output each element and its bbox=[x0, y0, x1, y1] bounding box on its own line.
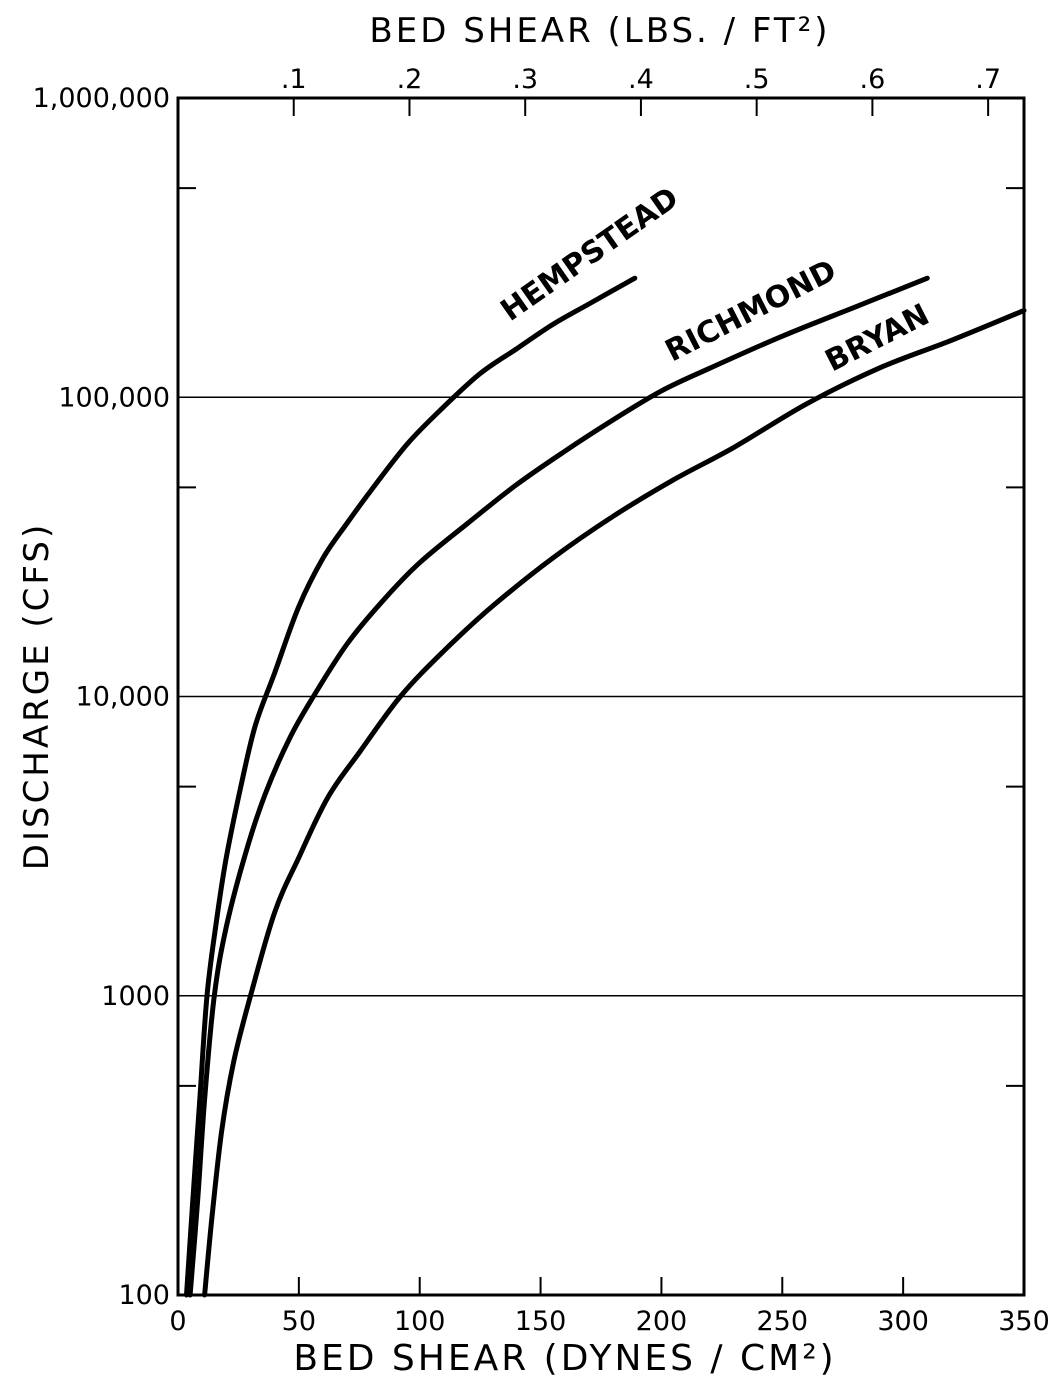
x-tick-label: 0 bbox=[169, 1306, 186, 1337]
x-tick-label: 250 bbox=[757, 1306, 809, 1337]
x-tick-label: 350 bbox=[998, 1306, 1050, 1337]
curve-bryan bbox=[202, 308, 1027, 1298]
y-tick-label: 10,000 bbox=[76, 682, 170, 713]
x-tick-label: 150 bbox=[515, 1306, 567, 1337]
x-tick-label: 50 bbox=[282, 1306, 316, 1337]
gridlines bbox=[178, 396, 1024, 997]
axis-ticks: 100 1000 10,000 100,000 1,000,000 0 50 100 150 20… bbox=[33, 64, 1050, 1337]
x-top-tick-label: .4 bbox=[628, 64, 654, 95]
x-top-tick-label: .2 bbox=[397, 64, 423, 95]
y-tick-label: 100 bbox=[118, 1280, 170, 1311]
x-top-tick-label: .5 bbox=[744, 64, 770, 95]
y-tick-label: 1,000,000 bbox=[33, 83, 170, 114]
plot-frame bbox=[176, 96, 1026, 1297]
top-axis-title: BED SHEAR (LBS. / FT²) bbox=[369, 11, 830, 51]
x-top-tick-label: .7 bbox=[975, 64, 1001, 95]
curves bbox=[184, 275, 1027, 1298]
x-tick-label: 100 bbox=[394, 1306, 446, 1337]
bottom-axis-title: BED SHEAR (DYNES / CM²) bbox=[293, 1338, 836, 1379]
y-tick-label: 100,000 bbox=[58, 382, 170, 413]
curve-richmond bbox=[187, 275, 930, 1298]
y-tick-label: 1000 bbox=[101, 981, 170, 1012]
x-top-tick-label: .6 bbox=[860, 64, 886, 95]
x-tick-label: 200 bbox=[636, 1306, 688, 1337]
x-top-tick-label: .3 bbox=[512, 64, 538, 95]
x-tick-label: 300 bbox=[877, 1306, 929, 1337]
x-top-tick-label: .1 bbox=[281, 64, 307, 95]
y-axis-title: DISCHARGE (CFS) bbox=[17, 522, 57, 870]
curve-hempstead bbox=[184, 275, 638, 1298]
